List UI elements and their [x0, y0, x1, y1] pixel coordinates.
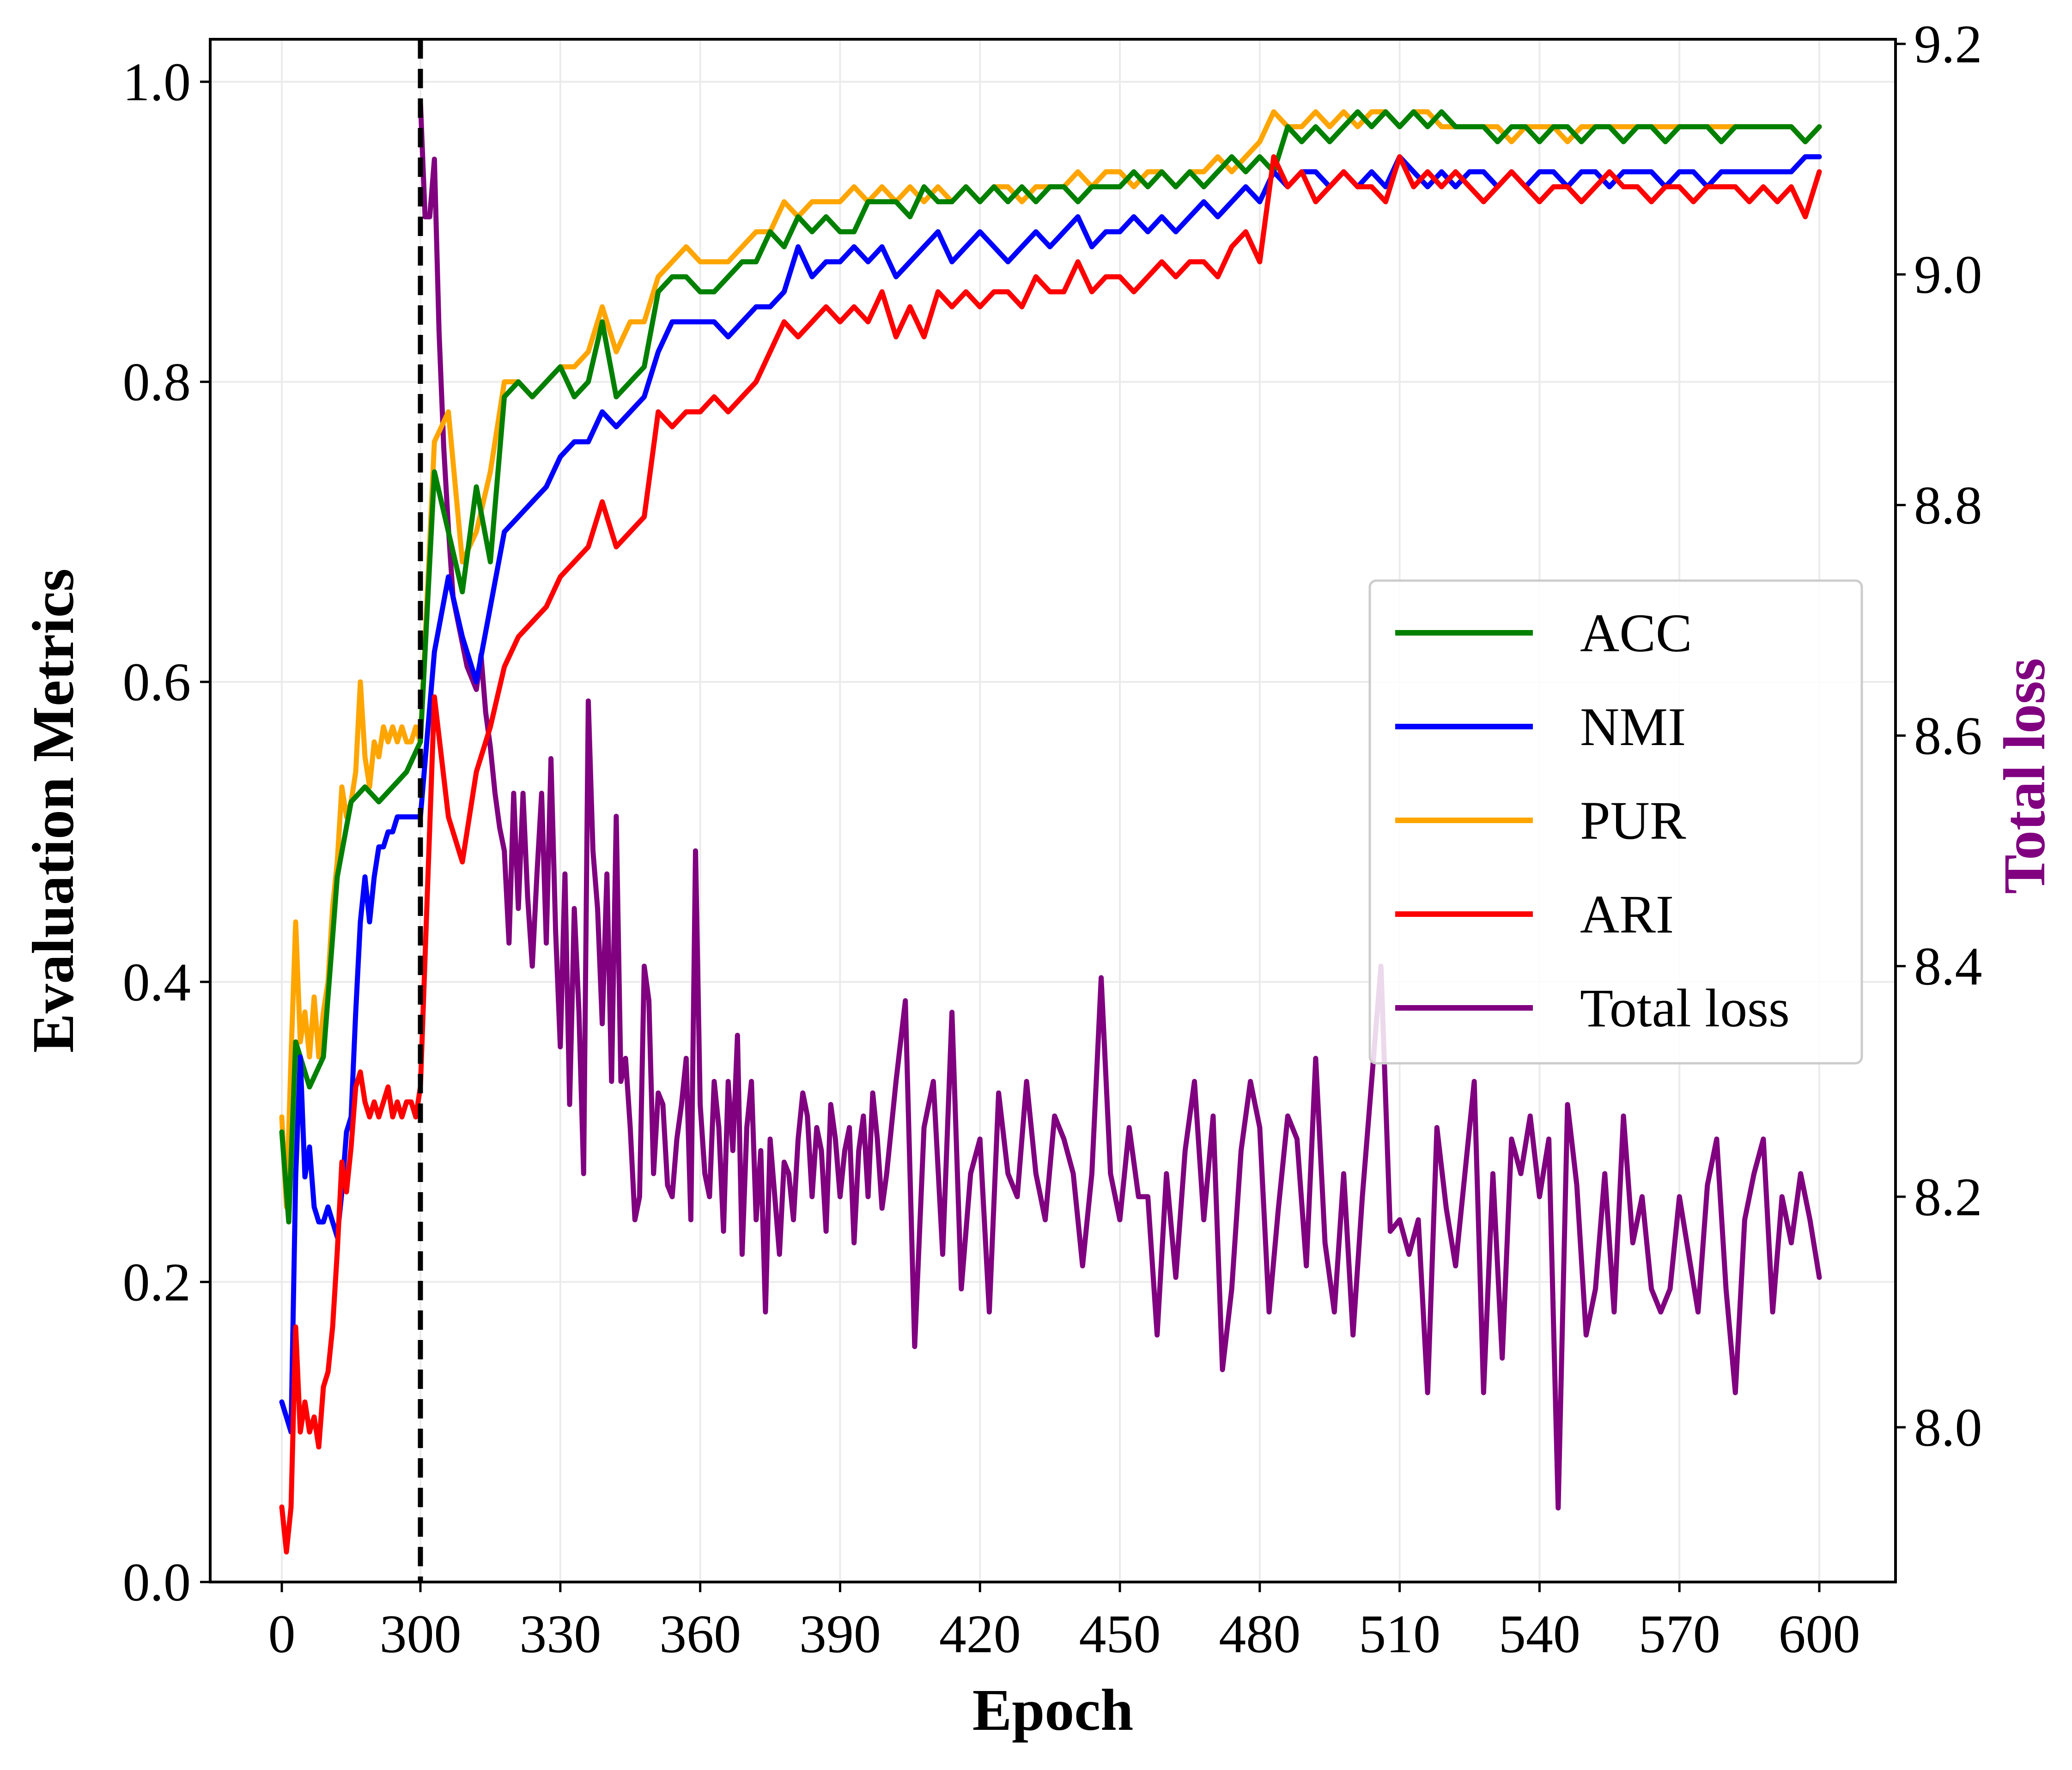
legend: ACC NMI PUR ARI Total loss: [1368, 579, 1863, 1065]
x-tick-label: 360: [659, 1604, 741, 1664]
series-layer: [279, 99, 1822, 1555]
x-tick-label: 480: [1219, 1604, 1300, 1664]
y2-axis-title: Total loss: [1992, 658, 2057, 894]
y-axis-right: 8.0 8.2 8.4 8.6 8.8 9.0 9.2: [1896, 14, 1982, 1458]
y-axis-title: Evaluation Metrics: [20, 569, 86, 1053]
x-tick-label: 0: [268, 1604, 296, 1664]
y2-tick-label: 9.2: [1914, 14, 1982, 74]
legend-label: NMI: [1580, 697, 1686, 757]
series-line-ari: [279, 154, 1822, 1555]
x-axis: 0 300 330 360 390 420 450 480 510 540 570 600: [268, 1582, 1860, 1664]
series-line-pur: [279, 109, 1822, 1210]
y-tick-label: 0.2: [123, 1252, 191, 1312]
y-tick-label: 0.6: [123, 652, 191, 712]
y-tick-label: 1.0: [123, 52, 191, 112]
y2-tick-label: 8.4: [1914, 936, 1982, 997]
legend-label: Total loss: [1580, 978, 1790, 1038]
y2-tick-label: 8.8: [1914, 475, 1982, 535]
x-tick-label: 330: [519, 1604, 601, 1664]
legend-label: ARI: [1580, 884, 1674, 945]
x-tick-label: 390: [799, 1604, 881, 1664]
plot-frame: [209, 38, 1897, 1583]
x-tick-label: 420: [939, 1604, 1021, 1664]
series-line-acc: [279, 109, 1822, 1224]
y2-tick-label: 8.2: [1914, 1167, 1982, 1227]
y2-tick-label: 8.0: [1914, 1397, 1982, 1458]
y-tick-label: 0.0: [123, 1552, 191, 1612]
y-tick-label: 0.4: [123, 952, 191, 1012]
y-axis-left: 0.0 0.2 0.4 0.6 0.8 1.0: [123, 52, 210, 1612]
x-tick-label: 510: [1359, 1604, 1440, 1664]
legend-label: PUR: [1580, 790, 1686, 851]
x-tick-label: 570: [1639, 1604, 1720, 1664]
legend-box: [1368, 579, 1863, 1065]
series-line-total-loss: [418, 99, 1822, 1511]
y2-tick-label: 9.0: [1914, 244, 1982, 305]
x-tick-label: 600: [1779, 1604, 1860, 1664]
x-tick-label: 300: [380, 1604, 462, 1664]
x-tick-label: 540: [1499, 1604, 1580, 1664]
y-tick-label: 0.8: [123, 352, 191, 412]
y2-tick-label: 8.6: [1914, 706, 1982, 766]
x-tick-label: 450: [1079, 1604, 1161, 1664]
legend-label: ACC: [1580, 603, 1692, 663]
x-axis-title: Epoch: [972, 1677, 1134, 1743]
